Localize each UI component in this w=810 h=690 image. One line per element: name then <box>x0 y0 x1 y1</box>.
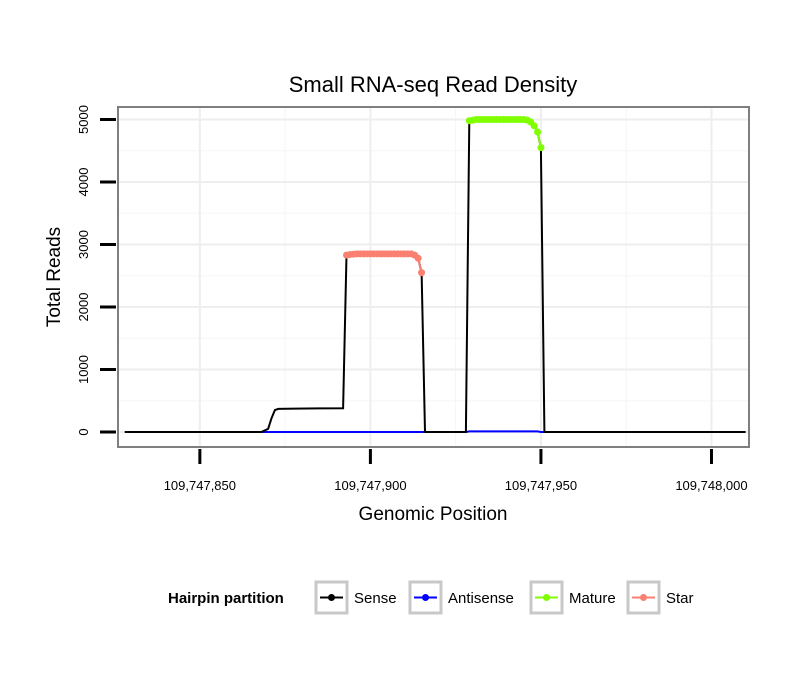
x-tick-label: 109,747,900 <box>334 478 406 493</box>
y-tick-label: 1000 <box>76 355 91 384</box>
data-point-star <box>414 254 422 262</box>
x-tick-label: 109,747,850 <box>164 478 236 493</box>
data-point-mature <box>537 144 545 152</box>
y-axis: 0 1000 2000 3000 4000 5000 <box>76 105 116 436</box>
y-tick-label: 4000 <box>76 168 91 197</box>
x-axis-title: Genomic Position <box>359 504 508 525</box>
legend-key-point <box>543 594 550 601</box>
legend-key-point <box>640 594 647 601</box>
data-point-mature <box>534 128 542 136</box>
legend-label: Sense <box>354 590 397 607</box>
y-axis-title: Total Reads <box>44 227 65 327</box>
plot-border <box>117 106 750 448</box>
data-point-mature <box>530 122 538 130</box>
legend: Hairpin partition Sense Antisense Mature St… <box>168 580 694 615</box>
legend-label: Mature <box>569 590 616 607</box>
legend-label: Star <box>666 590 694 607</box>
legend-key-point <box>328 594 335 601</box>
series-star <box>343 250 426 277</box>
plot-panel <box>118 107 749 447</box>
legend-item-mature: Mature <box>529 580 616 615</box>
legend-item-star: Star <box>626 580 694 615</box>
y-tick-label: 0 <box>76 428 91 435</box>
x-tick-label: 109,748,000 <box>675 478 747 493</box>
series-layer <box>124 116 746 433</box>
y-tick-label: 3000 <box>76 230 91 259</box>
x-tick-label: 109,747,950 <box>505 478 577 493</box>
y-tick-label: 5000 <box>76 105 91 134</box>
chart-title: Small RNA-seq Read Density <box>289 72 578 97</box>
legend-label: Antisense <box>448 590 514 607</box>
legend-item-sense: Sense <box>314 580 397 615</box>
legend-key-point <box>422 594 429 601</box>
series-mature <box>465 116 545 152</box>
legend-item-antisense: Antisense <box>408 580 514 615</box>
y-tick-label: 2000 <box>76 293 91 322</box>
x-axis: 109,747,850 109,747,900 109,747,950 109,748… <box>164 449 748 493</box>
legend-title: Hairpin partition <box>168 590 284 607</box>
data-point-star <box>418 269 426 277</box>
